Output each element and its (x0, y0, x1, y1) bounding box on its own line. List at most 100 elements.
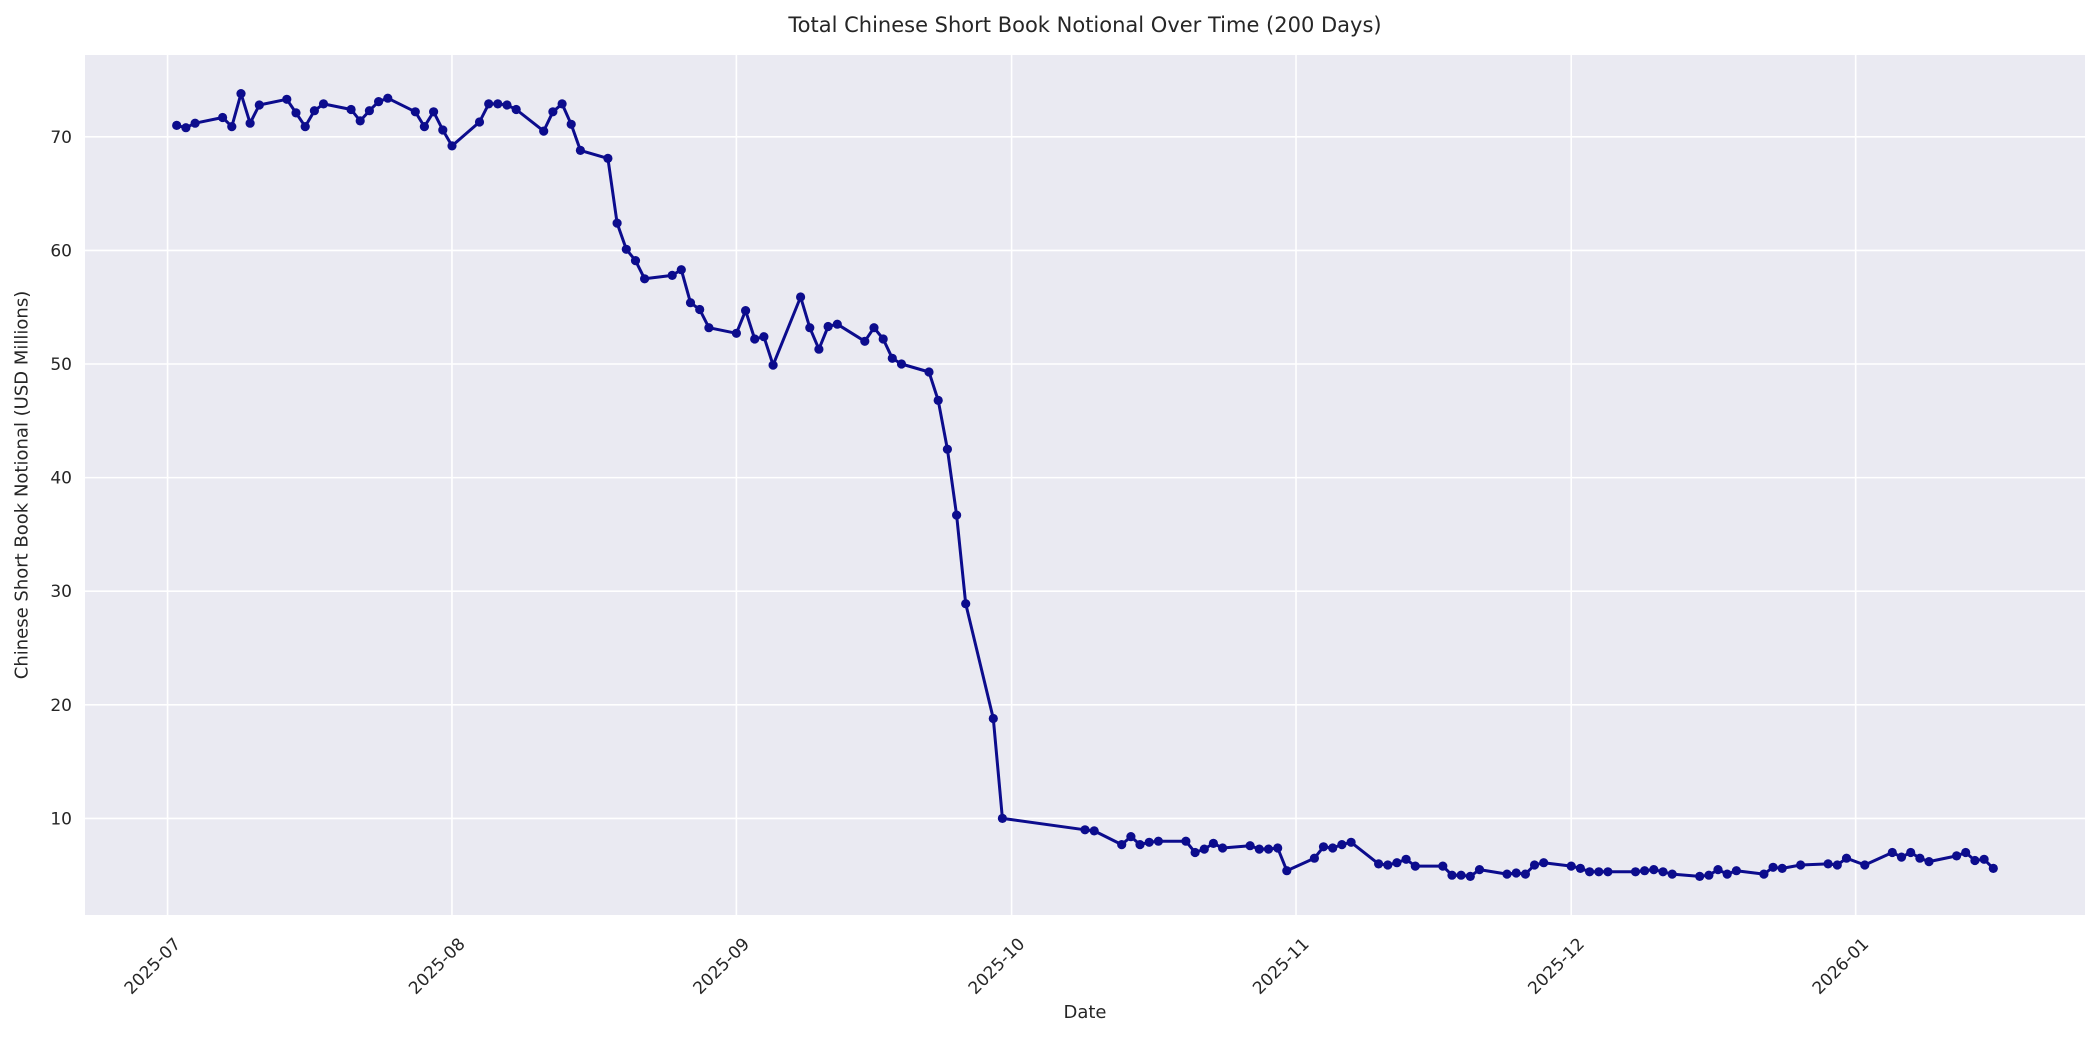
data-point-marker (1841, 853, 1852, 863)
data-point-marker (1658, 867, 1668, 877)
data-point-marker (1640, 866, 1650, 876)
data-point-marker (704, 323, 714, 333)
data-point-marker (640, 274, 650, 284)
data-point-marker (1263, 844, 1274, 854)
data-point-marker (1401, 854, 1411, 864)
data-point-marker (318, 99, 329, 109)
data-point-marker (1796, 860, 1806, 870)
data-point-marker (961, 599, 971, 609)
data-point-marker (1529, 860, 1540, 870)
data-point-marker (1438, 861, 1448, 871)
data-point-marker (1208, 838, 1218, 849)
data-point-marker (364, 106, 374, 116)
data-point-marker (1511, 868, 1521, 878)
data-point-marker (1465, 871, 1475, 882)
data-point-marker (1337, 840, 1347, 850)
data-point-marker (768, 360, 778, 370)
data-point-marker (300, 122, 310, 132)
data-point-marker (1603, 867, 1613, 877)
y-tick-label: 20 (50, 696, 72, 716)
data-point-marker (988, 713, 998, 724)
data-point-marker (493, 99, 503, 109)
data-point-marker (374, 97, 384, 107)
data-point-marker (1667, 869, 1677, 879)
data-point-marker (227, 122, 237, 132)
x-axis-label: Date (1063, 1002, 1107, 1023)
data-point-marker (796, 292, 806, 302)
y-tick-label: 10 (50, 809, 72, 829)
data-point-marker (1383, 860, 1393, 870)
data-point-marker (896, 359, 907, 369)
data-point-marker (1126, 832, 1136, 842)
data-point-marker (511, 104, 521, 115)
y-tick-label: 40 (50, 469, 72, 489)
data-point-marker (181, 123, 191, 133)
data-point-marker (1585, 867, 1595, 877)
x-tick-label: 2025-09 (690, 934, 754, 998)
data-point-marker (676, 265, 686, 275)
data-point-marker (1309, 853, 1319, 863)
data-point-marker (1447, 870, 1457, 880)
data-point-marker (245, 118, 255, 128)
data-point-marker (355, 116, 365, 126)
data-point-marker (1539, 858, 1549, 868)
data-point-marker (750, 334, 760, 344)
data-point-marker (1273, 843, 1283, 853)
data-point-marker (1245, 841, 1255, 851)
x-tick-labels: 2025-07 2025-08 2025-09 2025-10 2025-11 2025-… (121, 934, 1873, 998)
data-point-marker (1254, 844, 1264, 854)
data-point-marker (1961, 847, 1971, 858)
y-tick-label: 50 (50, 355, 72, 375)
data-point-marker (1952, 851, 1962, 861)
data-point-marker (548, 107, 558, 117)
data-point-marker (695, 304, 705, 315)
data-point-marker (1374, 859, 1384, 869)
data-point-marker (667, 270, 677, 280)
data-point-marker (612, 218, 622, 228)
data-point-marker (1649, 865, 1659, 875)
data-point-marker (254, 100, 264, 110)
data-point-marker (814, 344, 824, 354)
data-point-marker (1328, 843, 1338, 853)
data-point-marker (218, 112, 228, 123)
data-point-marker (575, 145, 586, 155)
data-point-marker (1887, 847, 1897, 858)
data-point-marker (924, 367, 934, 377)
data-point-marker (1456, 870, 1466, 880)
data-point-marker (942, 444, 953, 454)
y-tick-label: 60 (50, 241, 72, 261)
x-tick-label: 2025-12 (1524, 934, 1588, 998)
data-point-marker (1089, 826, 1099, 836)
data-point-marker (1860, 860, 1870, 870)
data-point-marker (997, 813, 1008, 824)
data-point-marker (630, 256, 641, 266)
data-point-marker (1988, 863, 1998, 874)
data-point-marker (1135, 840, 1145, 850)
data-point-marker (1502, 869, 1512, 879)
data-point-marker (1896, 852, 1907, 862)
data-point-marker (1117, 840, 1127, 850)
data-point-marker (1823, 859, 1833, 869)
data-point-marker (309, 106, 319, 116)
data-point-marker (933, 395, 943, 405)
data-point-marker (1713, 865, 1723, 875)
y-tick-labels: 10 20 30 40 50 60 70 (50, 128, 72, 830)
data-point-marker (1566, 861, 1576, 871)
data-point-marker (502, 100, 512, 110)
data-point-marker (878, 334, 888, 344)
data-point-marker (1759, 869, 1769, 879)
data-point-marker (1630, 867, 1641, 877)
data-point-marker (1410, 861, 1420, 871)
y-tick-label: 30 (50, 582, 72, 602)
data-point-marker (190, 118, 200, 128)
x-tick-label: 2025-11 (1249, 934, 1313, 998)
data-point-marker (1722, 869, 1732, 879)
data-point-marker (1318, 842, 1329, 852)
data-point-marker (447, 141, 457, 151)
y-axis-label: Chinese Short Book Notional (USD Million… (11, 290, 33, 680)
data-point-marker (1346, 837, 1356, 847)
chart-title: Total Chinese Short Book Notional Over T… (788, 13, 1382, 37)
data-point-marker (1777, 863, 1787, 874)
x-tick-label: 2025-08 (405, 934, 469, 998)
